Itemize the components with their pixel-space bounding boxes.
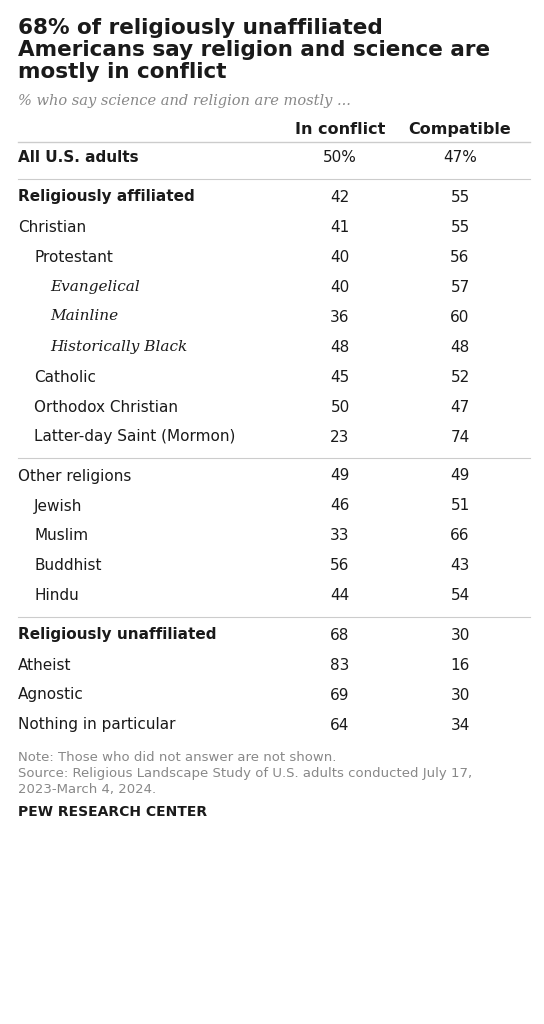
- Text: PEW RESEARCH CENTER: PEW RESEARCH CENTER: [18, 805, 207, 819]
- Text: 16: 16: [450, 657, 469, 673]
- Text: Nothing in particular: Nothing in particular: [18, 718, 176, 732]
- Text: All U.S. adults: All U.S. adults: [18, 151, 139, 166]
- Text: 45: 45: [330, 370, 350, 384]
- Text: Agnostic: Agnostic: [18, 687, 84, 702]
- Text: Hindu: Hindu: [34, 589, 79, 603]
- Text: 2023-March 4, 2024.: 2023-March 4, 2024.: [18, 783, 156, 796]
- Text: 40: 40: [330, 280, 350, 295]
- Text: 30: 30: [450, 628, 469, 642]
- Text: 64: 64: [330, 718, 350, 732]
- Text: Religiously unaffiliated: Religiously unaffiliated: [18, 628, 217, 642]
- Text: % who say science and religion are mostly ...: % who say science and religion are mostl…: [18, 94, 351, 108]
- Text: Compatible: Compatible: [409, 122, 511, 137]
- Text: 51: 51: [450, 499, 469, 513]
- Text: Catholic: Catholic: [34, 370, 96, 384]
- Text: 56: 56: [450, 250, 469, 264]
- Text: 40: 40: [330, 250, 350, 264]
- Text: 83: 83: [330, 657, 350, 673]
- Text: Orthodox Christian: Orthodox Christian: [34, 399, 178, 415]
- Text: 74: 74: [450, 429, 469, 444]
- Text: Americans say religion and science are: Americans say religion and science are: [18, 40, 490, 60]
- Text: Other religions: Other religions: [18, 469, 131, 483]
- Text: 36: 36: [330, 309, 350, 325]
- Text: Buddhist: Buddhist: [34, 558, 102, 573]
- Text: 66: 66: [450, 528, 470, 544]
- Text: Protestant: Protestant: [34, 250, 113, 264]
- Text: 68% of religiously unaffiliated: 68% of religiously unaffiliated: [18, 18, 383, 38]
- Text: Source: Religious Landscape Study of U.S. adults conducted July 17,: Source: Religious Landscape Study of U.S…: [18, 767, 472, 780]
- Text: 52: 52: [450, 370, 469, 384]
- Text: 50: 50: [330, 399, 350, 415]
- Text: Religiously affiliated: Religiously affiliated: [18, 189, 195, 205]
- Text: 47%: 47%: [443, 151, 477, 166]
- Text: 49: 49: [330, 469, 350, 483]
- Text: 60: 60: [450, 309, 469, 325]
- Text: In conflict: In conflict: [295, 122, 385, 137]
- Text: 34: 34: [450, 718, 469, 732]
- Text: Note: Those who did not answer are not shown.: Note: Those who did not answer are not s…: [18, 751, 336, 764]
- Text: Jewish: Jewish: [34, 499, 82, 513]
- Text: 41: 41: [330, 219, 350, 234]
- Text: 50%: 50%: [323, 151, 357, 166]
- Text: Historically Black: Historically Black: [50, 340, 187, 353]
- Text: 48: 48: [330, 340, 350, 354]
- Text: Latter-day Saint (Mormon): Latter-day Saint (Mormon): [34, 429, 236, 444]
- Text: 46: 46: [330, 499, 350, 513]
- Text: 48: 48: [450, 340, 469, 354]
- Text: 43: 43: [450, 558, 469, 573]
- Text: 33: 33: [330, 528, 350, 544]
- Text: 47: 47: [450, 399, 469, 415]
- Text: 69: 69: [330, 687, 350, 702]
- Text: 42: 42: [330, 189, 350, 205]
- Text: 44: 44: [330, 589, 350, 603]
- Text: mostly in conflict: mostly in conflict: [18, 62, 226, 82]
- Text: 23: 23: [330, 429, 350, 444]
- Text: Christian: Christian: [18, 219, 86, 234]
- Text: 68: 68: [330, 628, 350, 642]
- Text: 55: 55: [450, 189, 469, 205]
- Text: Atheist: Atheist: [18, 657, 71, 673]
- Text: 30: 30: [450, 687, 469, 702]
- Text: 57: 57: [450, 280, 469, 295]
- Text: Evangelical: Evangelical: [50, 280, 140, 294]
- Text: 55: 55: [450, 219, 469, 234]
- Text: 54: 54: [450, 589, 469, 603]
- Text: 56: 56: [330, 558, 350, 573]
- Text: Muslim: Muslim: [34, 528, 88, 544]
- Text: 49: 49: [450, 469, 469, 483]
- Text: Mainline: Mainline: [50, 309, 118, 324]
